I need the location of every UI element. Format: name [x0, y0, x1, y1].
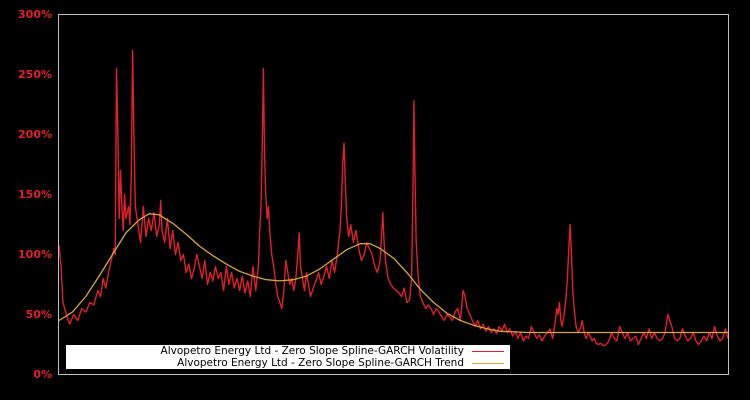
legend-label-trend: Alvopetro Energy Ltd - Zero Slope Spline… — [177, 357, 464, 369]
y-tick-150: 150% — [18, 188, 52, 201]
series-layer — [58, 49, 729, 347]
legend-swatch-trend — [472, 362, 504, 364]
legend-item-trend: Alvopetro Energy Ltd - Zero Slope Spline… — [177, 357, 510, 369]
legend-item-volatility: Alvopetro Energy Ltd - Zero Slope Spline… — [161, 345, 510, 357]
y-tick-50: 50% — [25, 308, 52, 321]
volatility-line — [58, 49, 729, 347]
y-tick-100: 100% — [18, 248, 52, 261]
y-tick-300: 300% — [18, 8, 52, 21]
legend-label-volatility: Alvopetro Energy Ltd - Zero Slope Spline… — [160, 345, 464, 357]
y-tick-0: 0% — [33, 368, 52, 381]
y-tick-250: 250% — [18, 68, 52, 81]
chart-legend: Alvopetro Energy Ltd - Zero Slope Spline… — [66, 345, 510, 369]
legend-swatch-volatility — [472, 350, 504, 352]
y-tick-200: 200% — [18, 128, 52, 141]
trend-line — [58, 213, 728, 334]
plot-frame — [58, 14, 729, 375]
